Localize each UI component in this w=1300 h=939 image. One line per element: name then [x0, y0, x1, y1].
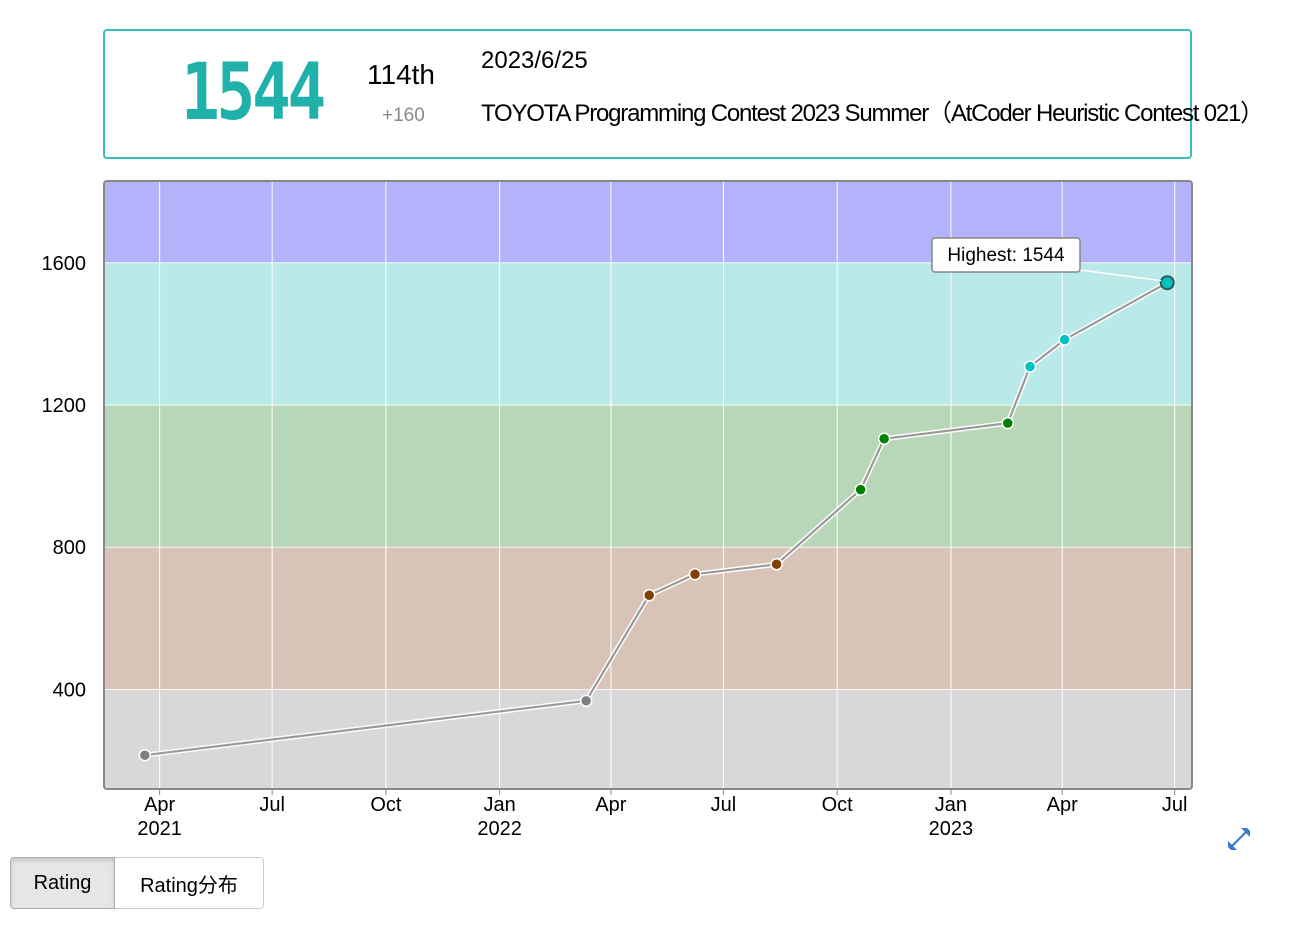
contest-date: 2023/6/25: [481, 47, 588, 74]
rating-point: [642, 588, 656, 602]
x-tick-label: Jul: [711, 794, 737, 816]
x-tick-label: Oct: [822, 794, 854, 816]
rating-value: 1544: [181, 53, 324, 133]
rating-point: [877, 432, 891, 446]
x-tick-label: Jul: [1162, 794, 1188, 816]
chart-tabs: Rating Rating分布: [10, 857, 264, 909]
x-tick-label: Jan: [484, 794, 516, 816]
contest-info-panel: 1544 114th +160 2023/6/25 TOYOTA Program…: [103, 29, 1264, 159]
rank-value: 114th: [367, 59, 435, 90]
rating-point: [1159, 275, 1175, 291]
x-tick-label: Jan: [935, 794, 967, 816]
rating-point: [854, 483, 867, 496]
y-tick-label: 800: [53, 537, 86, 559]
rating-point: [1058, 333, 1071, 346]
x-tick-year-label: 2021: [137, 818, 182, 840]
y-tick-label: 400: [53, 679, 86, 701]
rating-band: [104, 547, 1192, 690]
rating-band: [104, 262, 1192, 405]
rating-point: [1001, 416, 1015, 430]
x-tick-label: Apr: [1047, 794, 1078, 816]
tab-rating-distribution[interactable]: Rating分布: [115, 857, 264, 909]
x-tick-label: Oct: [370, 794, 402, 816]
x-tick-label: Jul: [259, 794, 285, 816]
highest-label: Highest: 1544: [947, 245, 1065, 266]
rating-band: [104, 405, 1192, 548]
tab-rating[interactable]: Rating: [10, 857, 115, 909]
expand-icon[interactable]: [1224, 824, 1254, 854]
x-tick-year-label: 2023: [929, 818, 974, 840]
x-tick-year-label: 2022: [477, 818, 522, 840]
rating-display: 1544: [181, 53, 328, 133]
contest-name[interactable]: TOYOTA Programming Contest 2023 Summer（A…: [481, 100, 1264, 127]
plot-area: [104, 181, 1192, 789]
rating-point: [770, 558, 783, 571]
y-tick-label: 1200: [42, 395, 87, 417]
rating-change: +160: [382, 105, 425, 126]
rating-point: [1023, 360, 1037, 373]
x-tick-label: Apr: [144, 794, 175, 816]
plot-frame: [103, 180, 1193, 790]
rating-point: [688, 567, 702, 581]
rating-point: [579, 694, 593, 708]
y-tick-label: 1600: [42, 253, 87, 275]
x-tick-label: Apr: [595, 794, 626, 816]
highest-label-box: [931, 237, 1081, 273]
rating-point: [138, 748, 152, 762]
highest-connector: [1079, 269, 1162, 282]
